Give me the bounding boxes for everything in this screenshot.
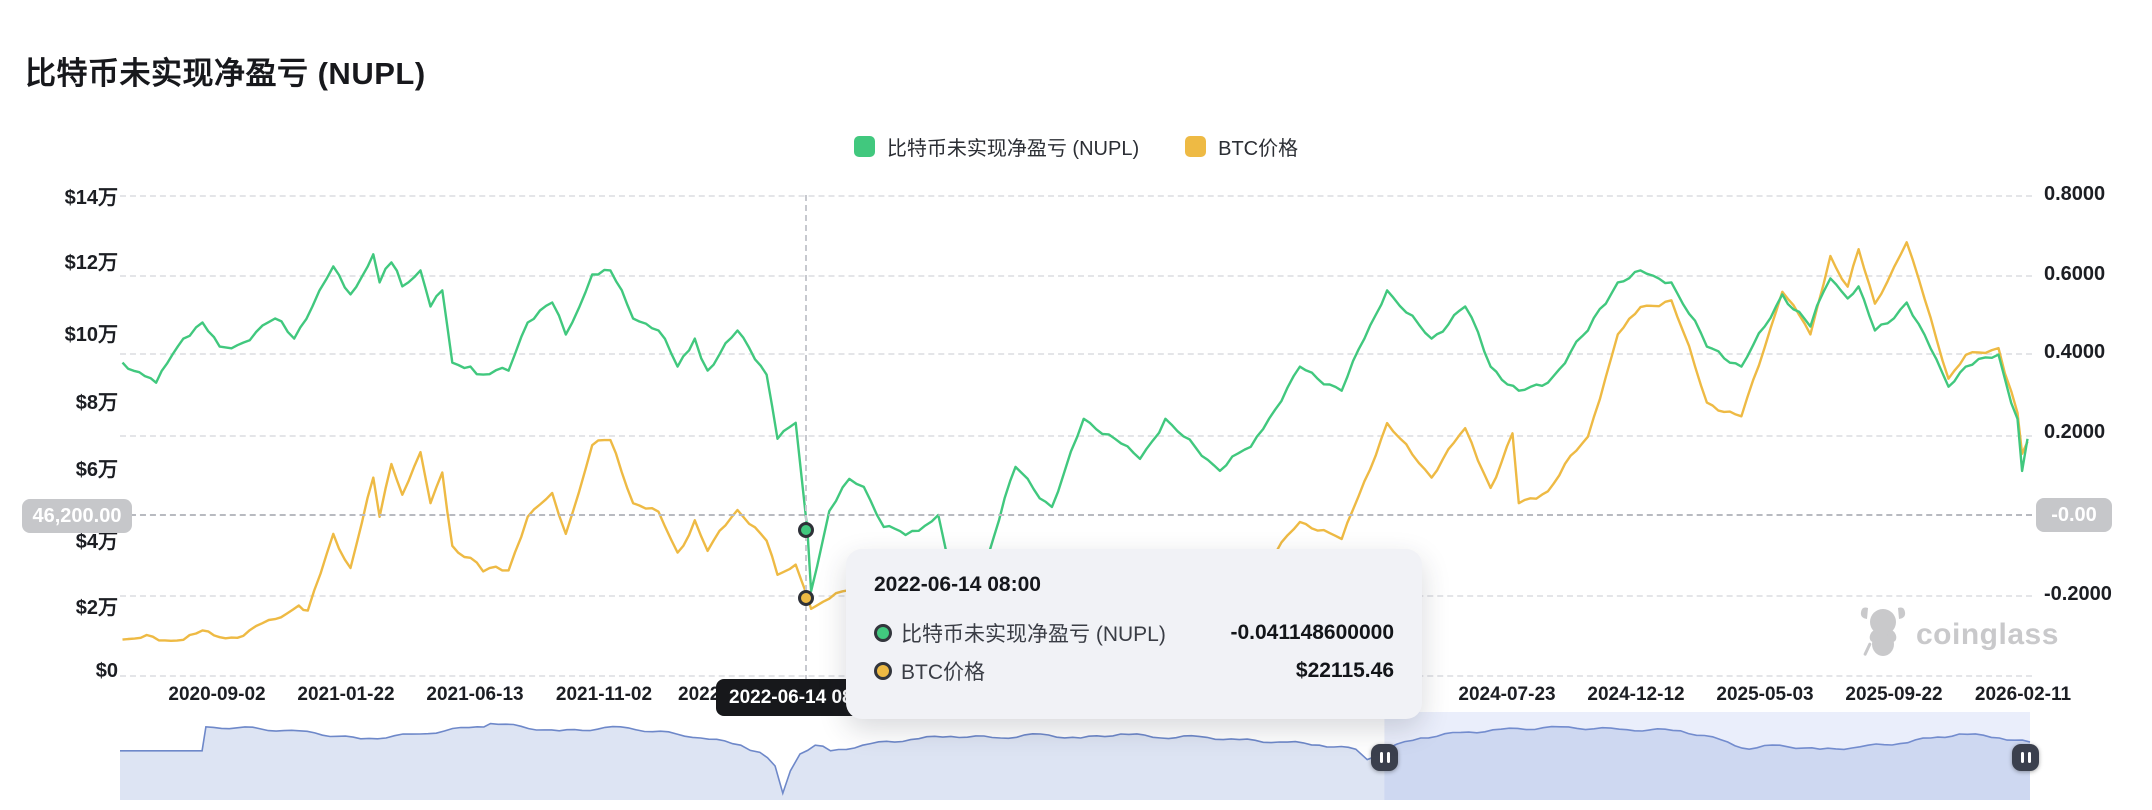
navigator-line [120,722,2031,796]
tooltip-label: 比特币未实现净盈亏 (NUPL) [901,623,1166,646]
tooltip-label: BTC价格 [901,661,985,684]
navigator-selected-range [1384,712,2030,800]
x-tick-label: 2024-07-23 [1458,684,1556,705]
grid-line [120,353,2032,355]
y-left-tick-label: $2万 [75,597,118,619]
legend-item-btc[interactable]: BTC价格 [1185,132,1298,161]
y-right-tick-label: -0.2000 [2044,583,2112,605]
x-tick-label: 2021-06-13 [426,684,524,705]
tooltip-date: 2022-06-14 08:00 [874,573,1041,596]
legend-swatch-icon [853,136,875,157]
chart-tooltip: 2022-06-14 08:00 比特币未实现净盈亏 (NUPL) -0.041… [846,549,1422,719]
y-left-tick-label: $8万 [75,392,118,414]
x-tick-label: 2022 [678,684,721,705]
handle-grip-icon [1379,752,1383,763]
y-left-tick-label: $14万 [64,187,118,209]
x-tick-label: 2026-02-11 [1974,684,2072,705]
tooltip-value: -0.041148600000 [1230,621,1395,644]
legend-label: 比特币未实现净盈亏 (NUPL) [886,138,1140,160]
navigator-area [120,723,2030,800]
y-right-tick-label: 0.6000 [2044,263,2106,285]
btc-series-dot-icon [874,662,892,680]
hover-dot-nupl [798,522,814,538]
axis-pointer-horizontal-line [120,514,2032,516]
page-title: 比特币未实现净盈亏 (NUPL) [25,56,426,91]
axis-pointer-left-badge: 46,200.00 [22,499,132,533]
y-left-tick-label: $12万 [64,252,118,274]
axis-pointer-vertical-line [805,195,807,691]
legend-label: BTC价格 [1218,138,1299,160]
y-left-tick-label: $10万 [64,324,118,346]
y-left-tick-label: $6万 [75,459,118,481]
grid-line [120,195,2032,197]
y-right-tick-label: 0.2000 [2044,421,2106,443]
legend-swatch-icon [1185,136,1207,157]
grid-line [120,435,2032,437]
tooltip-value: $22115.46 [1295,659,1394,682]
handle-grip-icon [2027,752,2031,763]
tooltip-row-nupl: 比特币未实现净盈亏 (NUPL) -0.041148600000 [874,614,1394,652]
x-tick-label: 2024-12-12 [1587,684,1685,705]
x-tick-label: 2020-09-02 [168,684,266,705]
nupl-series-dot-icon [874,624,892,642]
handle-grip-icon [2020,752,2024,763]
watermark-text: coinglass [1916,617,2059,651]
datazoom-right-handle[interactable] [2012,744,2039,771]
hover-dot-btc [798,590,814,606]
y-left-tick-label: $0 [95,660,118,682]
coinglass-logo-icon [1860,606,1906,663]
grid-line [120,275,2032,277]
chart-legend: 比特币未实现净盈亏 (NUPL) BTC价格 [0,132,2152,161]
tooltip-row-btc: BTC价格 $22115.46 [874,652,1394,690]
axis-pointer-right-badge: -0.00 [2036,498,2112,532]
x-tick-label: 2025-09-22 [1845,684,1943,705]
y-right-tick-label: 0.8000 [2044,183,2106,205]
datazoom-left-handle[interactable] [1371,744,1398,771]
series-line-nupl [121,253,2029,593]
y-right-tick-label: 0.4000 [2044,341,2106,363]
x-tick-label: 2021-11-02 [555,684,653,705]
x-tick-label: 2021-01-22 [297,684,395,705]
coinglass-watermark: coinglass [1860,606,2059,663]
legend-item-nupl[interactable]: 比特币未实现净盈亏 (NUPL) [853,132,1140,161]
handle-grip-icon [1386,752,1390,763]
x-tick-label: 2025-05-03 [1716,684,1814,705]
y-left-tick-label: $4万 [75,531,118,553]
